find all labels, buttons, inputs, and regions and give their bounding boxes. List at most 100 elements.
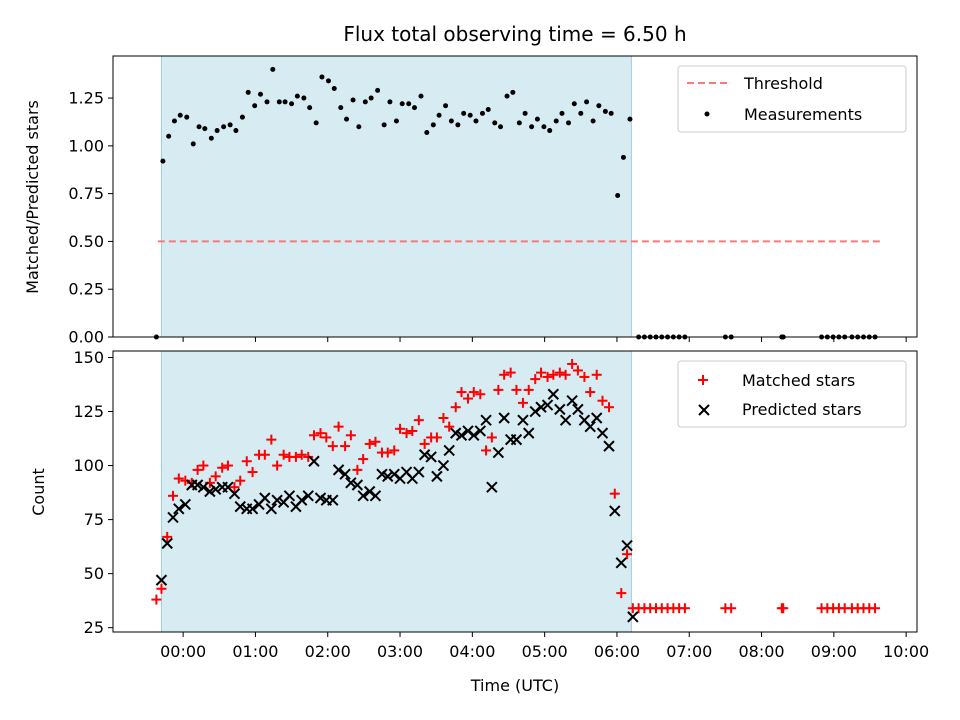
matched-star-point <box>523 384 534 395</box>
predicted-x-b <box>559 414 572 426</box>
measurement-point <box>282 99 288 105</box>
predicted-star-point <box>302 490 314 502</box>
x-tick-label: 01:00 <box>232 642 278 661</box>
measurement-point <box>313 120 319 126</box>
predicted-x-b <box>339 468 351 480</box>
predicted-x-b <box>265 503 278 515</box>
measurement-point <box>498 124 504 130</box>
predicted-star-point <box>529 405 541 418</box>
measurement-point <box>522 110 528 116</box>
predicted-x-b <box>572 403 584 416</box>
chart-title: Flux total observing time = 6.50 h <box>343 22 686 46</box>
measurement-point <box>455 122 461 128</box>
matched-star-point <box>229 482 240 493</box>
measurement-point <box>608 110 614 116</box>
measurement-point <box>430 122 436 128</box>
matched-star-point <box>438 413 449 424</box>
predicted-star-point <box>627 611 639 623</box>
matched-star-point <box>217 462 228 473</box>
x-tick-label: 05:00 <box>522 642 568 661</box>
predicted-x-b <box>191 479 204 491</box>
predicted-star-point <box>382 470 394 483</box>
legend-measurements-label: Measurements <box>744 105 862 124</box>
measurement-point <box>399 101 405 107</box>
predicted-star-point <box>283 490 296 502</box>
predicted-x-b <box>437 459 450 472</box>
predicted-star-point <box>554 403 566 416</box>
measurement-point <box>264 99 270 105</box>
measurement-point <box>547 128 553 134</box>
matched-star-point <box>579 371 590 382</box>
predicted-x-b <box>327 494 339 506</box>
measurement-point <box>584 99 590 105</box>
matched-star-point <box>241 456 252 467</box>
predicted-x-b <box>578 414 591 426</box>
predicted-x-b <box>179 498 192 511</box>
measurement-point <box>406 101 412 107</box>
predicted-star-point <box>265 503 278 515</box>
top-legend: Threshold Measurements <box>677 65 907 133</box>
matched-star-point <box>548 369 559 380</box>
matched-star-point <box>162 531 173 542</box>
measurement-point <box>214 128 220 134</box>
matched-star-point <box>303 451 314 462</box>
predicted-x-b <box>498 412 510 424</box>
predicted-x-b <box>517 414 529 426</box>
matched-star-point <box>358 454 369 465</box>
predicted-star-point <box>327 494 339 506</box>
predicted-star-point <box>498 412 510 424</box>
measurement-point <box>294 93 300 99</box>
measurement-point <box>387 99 393 105</box>
legend-matched-swatch <box>698 375 708 385</box>
measurement-point <box>448 118 454 124</box>
predicted-x-b <box>418 449 431 461</box>
measurement-point <box>221 124 227 130</box>
matched-star-point <box>419 438 430 449</box>
measurement-point <box>492 120 498 126</box>
matched-star-point <box>597 395 608 406</box>
predicted-star-point <box>259 492 271 504</box>
matched-star-point <box>554 367 565 378</box>
measurement-point <box>190 141 196 147</box>
predicted-x-b <box>228 487 241 500</box>
measurement-point <box>325 78 331 84</box>
measurement-point <box>578 110 584 116</box>
predicted-star-point <box>308 455 320 467</box>
predicted-x-b <box>413 466 425 478</box>
predicted-x-b <box>529 405 541 418</box>
predicted-x-b <box>480 414 492 426</box>
predicted-star-point <box>173 503 185 515</box>
legend-measurements-swatch <box>704 111 710 117</box>
matched-star-point <box>481 445 492 456</box>
predicted-star-point <box>209 483 222 496</box>
bottom-plot-frame <box>112 350 918 633</box>
measurement-point <box>424 129 430 135</box>
predicted-star-point <box>541 399 554 411</box>
measurement-point <box>270 66 276 72</box>
predicted-x-b <box>510 433 523 446</box>
x-tick-label: 04:00 <box>449 642 495 661</box>
predicted-x-b <box>283 490 296 502</box>
predicted-x-b <box>547 388 560 400</box>
predicted-x-b <box>523 427 535 439</box>
bottom-y-ticks: 25 50 75 100 125 150 <box>73 348 113 637</box>
predicted-x-b <box>486 481 498 493</box>
predicted-star-point <box>480 414 492 426</box>
predicted-x-b <box>566 395 578 407</box>
matched-star-point <box>192 464 203 475</box>
predicted-star-point <box>559 414 572 426</box>
bottom-legend-box <box>677 360 907 428</box>
measurement-point <box>615 193 621 199</box>
predicted-x-b <box>492 446 505 459</box>
legend-predicted-label: Predicted stars <box>742 400 862 419</box>
predicted-x-b <box>222 481 234 493</box>
predicted-x-b <box>400 466 413 478</box>
bottom-panel: 25 50 75 100 125 150 00:00 01:00 02:00 03:00 04:0… <box>29 348 929 695</box>
measurement-point <box>393 118 399 124</box>
predicted-x-b <box>351 479 364 491</box>
matched-star-point <box>560 369 571 380</box>
predicted-star-point <box>228 487 241 500</box>
predicted-star-point <box>332 464 345 476</box>
top-x-ticks <box>182 337 907 342</box>
